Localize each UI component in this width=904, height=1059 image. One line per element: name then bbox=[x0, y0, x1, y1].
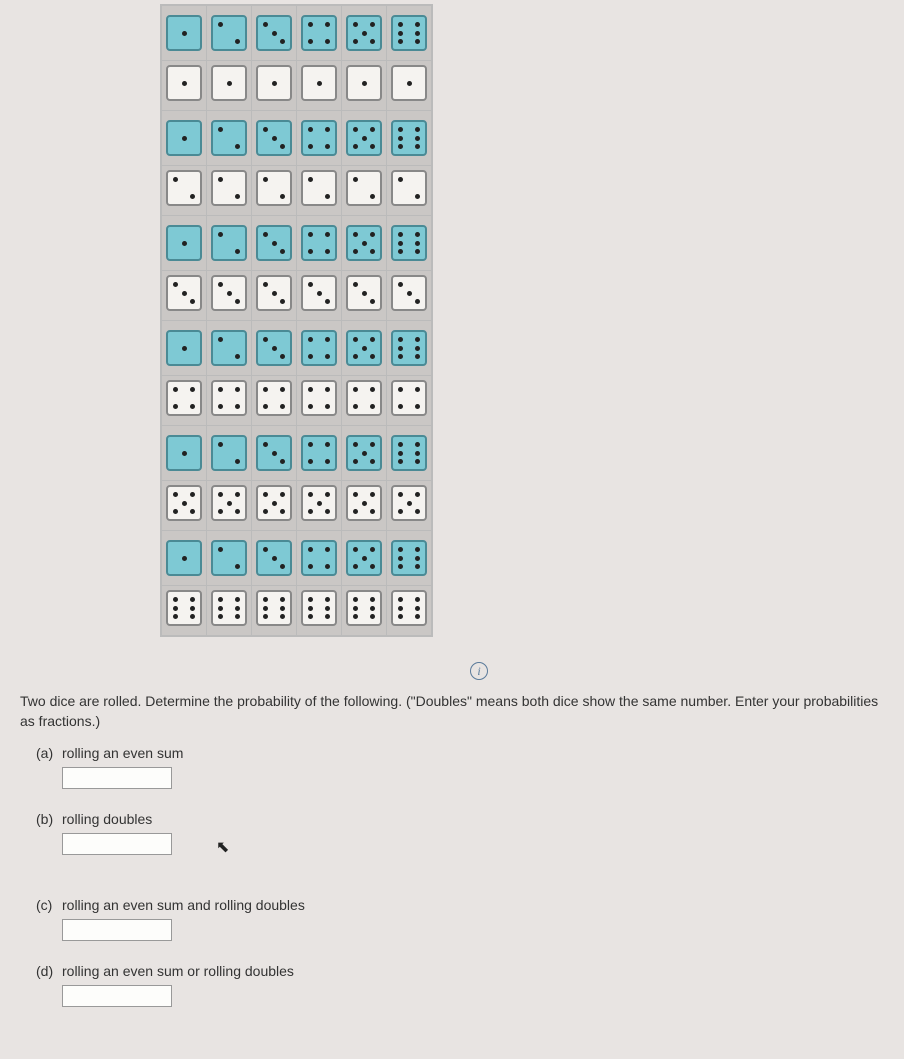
die-blue-r4-c2 bbox=[211, 330, 247, 366]
die-blue-r4-c3 bbox=[256, 330, 292, 366]
die-blue-r6-c5 bbox=[346, 540, 382, 576]
die-blue-r1-c4 bbox=[301, 15, 337, 51]
die-blue-r5-c1 bbox=[166, 435, 202, 471]
die-blue-r2-c2 bbox=[211, 120, 247, 156]
die-white-r4-c4 bbox=[301, 380, 337, 416]
die-blue-r5-c3 bbox=[256, 435, 292, 471]
die-white-r6-c2 bbox=[211, 590, 247, 626]
die-blue-r3-c4 bbox=[301, 225, 337, 261]
dice-table bbox=[161, 5, 432, 636]
die-white-r4-c5 bbox=[346, 380, 382, 416]
answer-input-a[interactable] bbox=[62, 767, 172, 789]
die-blue-r2-c6 bbox=[391, 120, 427, 156]
die-white-r5-c5 bbox=[346, 485, 382, 521]
question-b: (b)rolling doubles ⬉ bbox=[36, 811, 884, 875]
die-blue-r4-c4 bbox=[301, 330, 337, 366]
die-blue-r2-c4 bbox=[301, 120, 337, 156]
die-white-r4-c1 bbox=[166, 380, 202, 416]
die-blue-r5-c4 bbox=[301, 435, 337, 471]
die-white-r3-c4 bbox=[301, 275, 337, 311]
question-a: (a)rolling an even sum bbox=[36, 745, 884, 789]
questions-list: (a)rolling an even sum (b)rolling doubles… bbox=[20, 745, 884, 1007]
die-blue-r6-c6 bbox=[391, 540, 427, 576]
info-row: i bbox=[20, 662, 884, 692]
die-white-r3-c6 bbox=[391, 275, 427, 311]
die-white-r5-c4 bbox=[301, 485, 337, 521]
instructions-text: Two dice are rolled. Determine the proba… bbox=[20, 692, 884, 731]
die-blue-r3-c2 bbox=[211, 225, 247, 261]
die-white-r1-c1 bbox=[166, 65, 202, 101]
question-text: rolling doubles bbox=[62, 811, 152, 827]
die-blue-r2-c3 bbox=[256, 120, 292, 156]
die-blue-r1-c1 bbox=[166, 15, 202, 51]
die-white-r2-c4 bbox=[301, 170, 337, 206]
page: i Two dice are rolled. Determine the pro… bbox=[0, 0, 904, 1059]
die-white-r2-c3 bbox=[256, 170, 292, 206]
question-text: rolling an even sum bbox=[62, 745, 183, 761]
die-white-r4-c3 bbox=[256, 380, 292, 416]
die-blue-r4-c6 bbox=[391, 330, 427, 366]
info-icon[interactable]: i bbox=[470, 662, 488, 680]
die-white-r2-c2 bbox=[211, 170, 247, 206]
answer-input-d[interactable] bbox=[62, 985, 172, 1007]
die-white-r4-c2 bbox=[211, 380, 247, 416]
die-blue-r2-c5 bbox=[346, 120, 382, 156]
die-blue-r5-c5 bbox=[346, 435, 382, 471]
die-white-r3-c2 bbox=[211, 275, 247, 311]
die-blue-r6-c1 bbox=[166, 540, 202, 576]
die-blue-r4-c1 bbox=[166, 330, 202, 366]
question-d: (d)rolling an even sum or rolling double… bbox=[36, 963, 884, 1007]
question-text: rolling an even sum and rolling doubles bbox=[62, 897, 305, 913]
die-white-r5-c2 bbox=[211, 485, 247, 521]
die-blue-r5-c6 bbox=[391, 435, 427, 471]
die-white-r2-c1 bbox=[166, 170, 202, 206]
die-white-r5-c3 bbox=[256, 485, 292, 521]
die-white-r3-c5 bbox=[346, 275, 382, 311]
question-text: rolling an even sum or rolling doubles bbox=[62, 963, 294, 979]
die-blue-r1-c6 bbox=[391, 15, 427, 51]
die-white-r1-c2 bbox=[211, 65, 247, 101]
answer-input-c[interactable] bbox=[62, 919, 172, 941]
question-label: (a) bbox=[36, 745, 62, 761]
die-blue-r3-c5 bbox=[346, 225, 382, 261]
die-white-r2-c6 bbox=[391, 170, 427, 206]
die-blue-r6-c3 bbox=[256, 540, 292, 576]
answer-input-b[interactable] bbox=[62, 833, 172, 855]
die-white-r6-c4 bbox=[301, 590, 337, 626]
die-white-r3-c3 bbox=[256, 275, 292, 311]
dice-sample-space-grid bbox=[160, 4, 433, 637]
die-white-r1-c3 bbox=[256, 65, 292, 101]
die-blue-r3-c3 bbox=[256, 225, 292, 261]
die-blue-r6-c2 bbox=[211, 540, 247, 576]
die-white-r5-c6 bbox=[391, 485, 427, 521]
die-white-r6-c3 bbox=[256, 590, 292, 626]
die-blue-r3-c1 bbox=[166, 225, 202, 261]
die-white-r6-c6 bbox=[391, 590, 427, 626]
question-label: (d) bbox=[36, 963, 62, 979]
die-white-r6-c5 bbox=[346, 590, 382, 626]
die-blue-r4-c5 bbox=[346, 330, 382, 366]
die-blue-r2-c1 bbox=[166, 120, 202, 156]
die-white-r1-c6 bbox=[391, 65, 427, 101]
die-blue-r1-c2 bbox=[211, 15, 247, 51]
cursor-icon: ⬉ bbox=[216, 839, 229, 856]
die-white-r2-c5 bbox=[346, 170, 382, 206]
question-c: (c)rolling an even sum and rolling doubl… bbox=[36, 897, 884, 941]
question-label: (b) bbox=[36, 811, 62, 827]
die-white-r4-c6 bbox=[391, 380, 427, 416]
question-label: (c) bbox=[36, 897, 62, 913]
die-blue-r6-c4 bbox=[301, 540, 337, 576]
die-blue-r3-c6 bbox=[391, 225, 427, 261]
die-blue-r1-c5 bbox=[346, 15, 382, 51]
die-white-r3-c1 bbox=[166, 275, 202, 311]
die-white-r6-c1 bbox=[166, 590, 202, 626]
die-white-r1-c5 bbox=[346, 65, 382, 101]
die-blue-r5-c2 bbox=[211, 435, 247, 471]
die-white-r5-c1 bbox=[166, 485, 202, 521]
die-blue-r1-c3 bbox=[256, 15, 292, 51]
die-white-r1-c4 bbox=[301, 65, 337, 101]
